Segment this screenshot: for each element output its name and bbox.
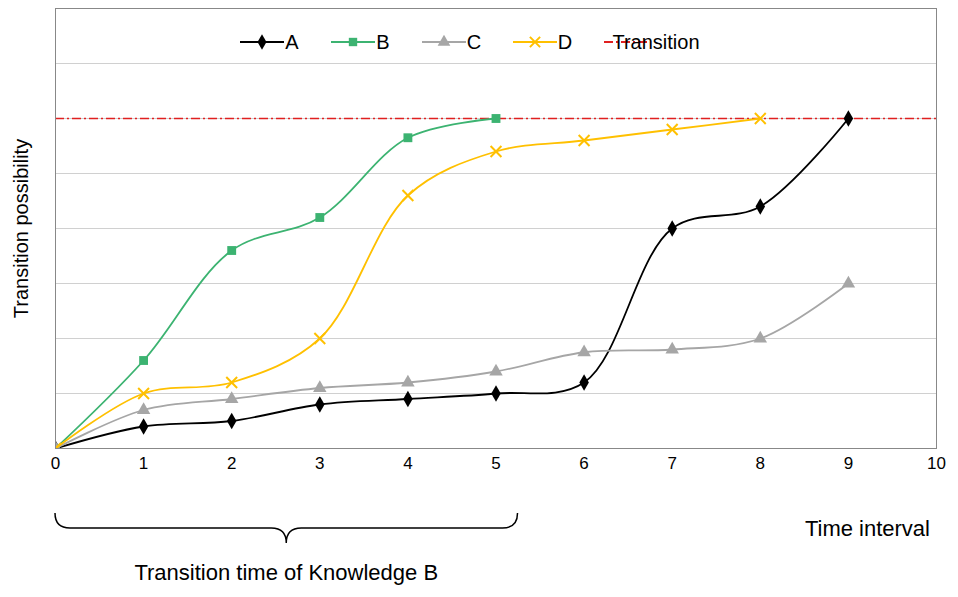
svg-text:0: 0 xyxy=(51,454,60,473)
svg-text:7: 7 xyxy=(667,454,676,473)
svg-text:A: A xyxy=(285,31,299,53)
svg-text:4: 4 xyxy=(403,454,412,473)
svg-text:Transition: Transition xyxy=(612,31,699,53)
svg-text:Transition possibility: Transition possibility xyxy=(10,139,32,318)
svg-text:B: B xyxy=(376,31,389,53)
svg-text:D: D xyxy=(558,31,572,53)
svg-text:3: 3 xyxy=(315,454,324,473)
svg-text:6: 6 xyxy=(579,454,588,473)
svg-text:Transition time of Knowledge B: Transition time of Knowledge B xyxy=(134,560,438,585)
svg-text:Time interval: Time interval xyxy=(805,516,930,541)
svg-text:C: C xyxy=(467,31,481,53)
svg-text:8: 8 xyxy=(756,454,765,473)
svg-text:1: 1 xyxy=(139,454,148,473)
svg-text:9: 9 xyxy=(844,454,853,473)
svg-text:5: 5 xyxy=(491,454,500,473)
svg-text:2: 2 xyxy=(227,454,236,473)
svg-text:10: 10 xyxy=(927,454,946,473)
